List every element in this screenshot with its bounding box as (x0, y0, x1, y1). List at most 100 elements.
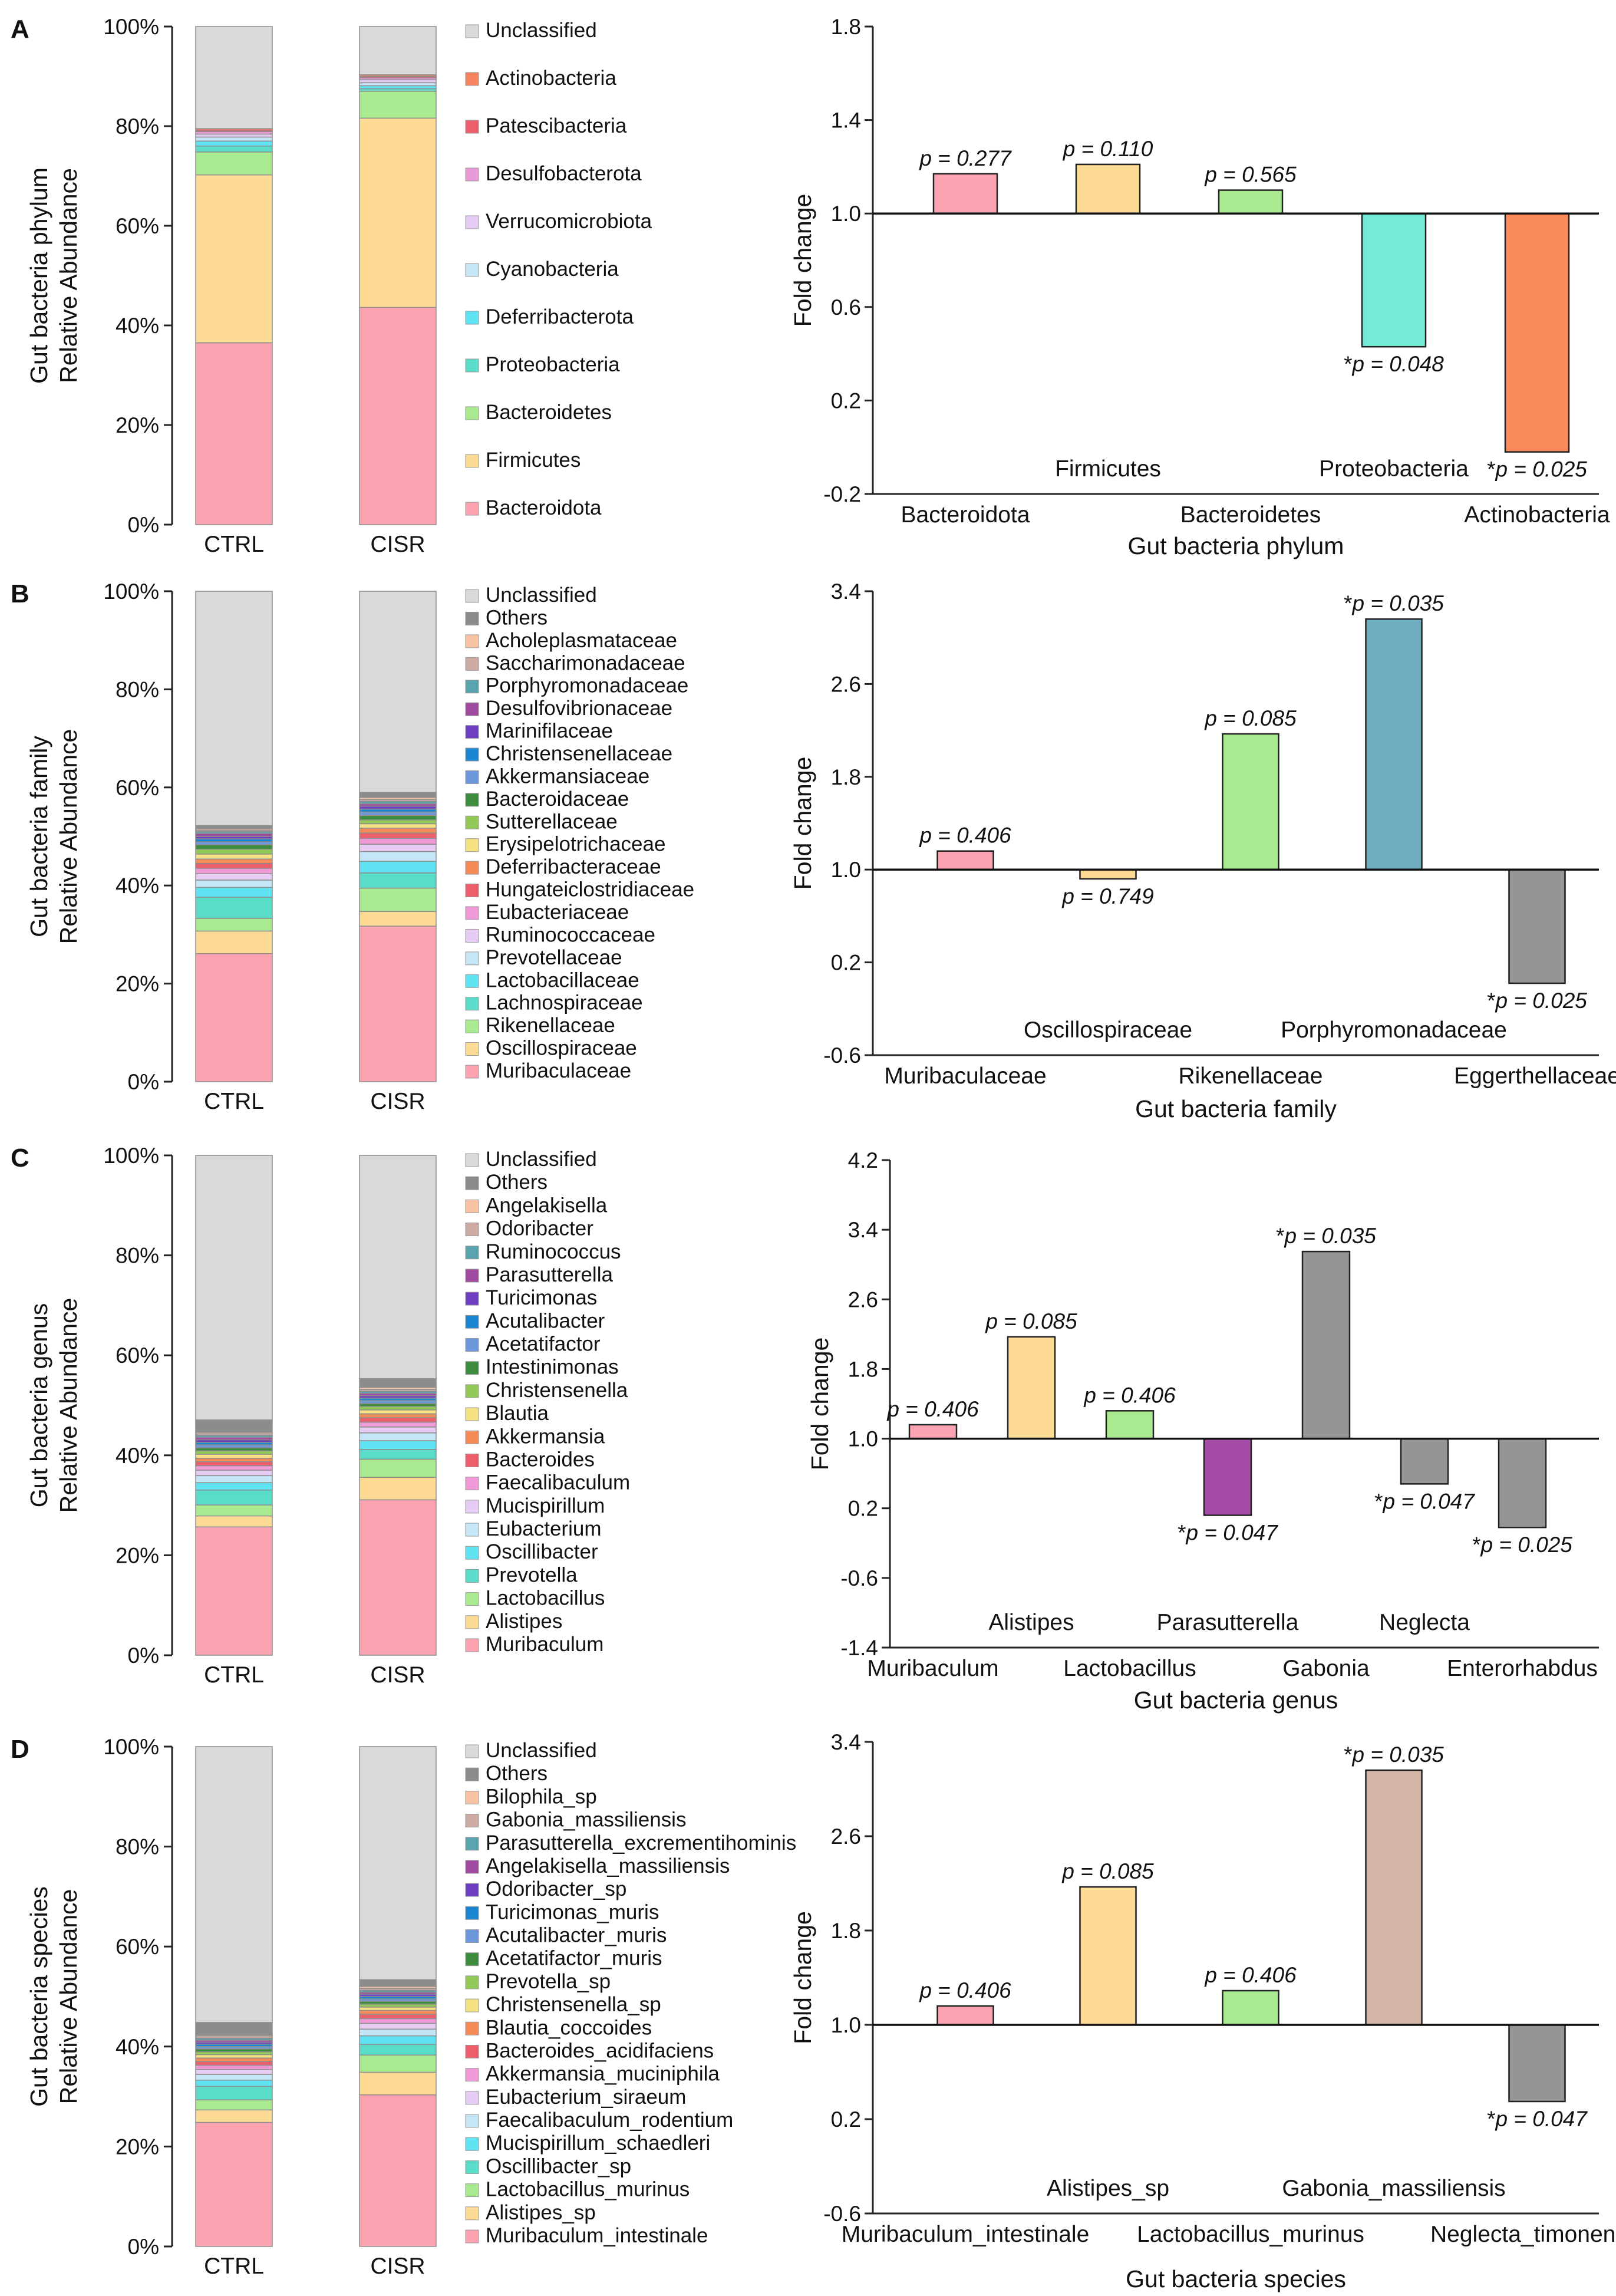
category-label: Rikenellaceae (1179, 1063, 1323, 1089)
legend-swatch (465, 1292, 479, 1306)
legend-label: Muribaculum_intestinale (486, 2224, 708, 2247)
legend-swatch (465, 815, 479, 829)
fold-bar: Gabonia *p = 0.035 (1276, 1224, 1376, 1681)
stack-segment (359, 851, 437, 862)
legend-swatch (465, 1223, 479, 1237)
stack-segment (195, 146, 273, 153)
legend-swatch (465, 1407, 479, 1421)
legend-item: Bilophila_sp (465, 1785, 597, 1808)
legend-label: Prevotella (486, 1563, 578, 1586)
legend-label: Bacteroidota (486, 496, 602, 519)
legend-item: Others (465, 1762, 548, 1785)
stack-segment (195, 2064, 273, 2070)
y-tick-label: 60% (116, 1343, 159, 1368)
y-tick-label: 2.6 (831, 1824, 861, 1849)
y-tick-label: 3.4 (831, 579, 861, 604)
fold-bar: Neglecta *p = 0.047 (1374, 1438, 1475, 1635)
legend-item: Desulfobacterota (465, 162, 642, 185)
p-value-label: p = 0.406 (919, 823, 1011, 848)
stack-segment (359, 823, 437, 829)
legend-label: Saccharimonadaceae (486, 651, 685, 674)
y-tick-label: 1.8 (831, 765, 861, 789)
legend-item: Parasutterella (465, 1263, 613, 1286)
legend-label: Parasutterella_excrementihominis (486, 1831, 796, 1854)
legend-label: Mucispirillum (486, 1494, 605, 1517)
p-value-label: p = 0.110 (1063, 137, 1153, 161)
legend-item: Proteobacteria (465, 353, 620, 376)
y-tick-label: 1.0 (831, 2013, 861, 2037)
legend-label: Blautia_coccoides (486, 2016, 652, 2039)
legend-item: Bacteroidaceae (465, 788, 629, 811)
stack-segment (195, 844, 273, 850)
p-value-label: *p = 0.035 (1276, 1224, 1376, 1248)
stack-segment (195, 2061, 273, 2066)
legend-label: Patescibacteria (486, 114, 627, 137)
legend-label: Unclassified (486, 1739, 597, 1762)
y-axis-label: Fold change (789, 757, 816, 890)
legend-label: Angelakisella_massiliensis (486, 1854, 730, 1877)
y-tick-label: 3.4 (848, 1218, 878, 1242)
legend-swatch (465, 2021, 479, 2035)
legend-item: Sutterellaceae (465, 810, 618, 833)
legend-swatch (465, 747, 479, 762)
legend-label: Blautia (486, 1402, 549, 1425)
legend-item: Unclassified (465, 584, 597, 607)
legend-item: Acholeplasmataceae (465, 629, 677, 652)
y-tick-label: 40% (116, 2035, 159, 2059)
legend-item: Unclassified (465, 1739, 597, 1762)
stack-segment (359, 2022, 437, 2030)
stack-segment (195, 1155, 273, 1421)
p-value-label: *p = 0.035 (1344, 1742, 1444, 1767)
legend-label: Eubacterium_siraeum (486, 2086, 686, 2109)
legend-label: Lactobacillus (486, 1587, 605, 1610)
legend-item: Faecalibaculum_rodentium (465, 2109, 733, 2132)
stack-segment (195, 1482, 273, 1491)
fold-bar: Muribaculaceae p = 0.406 (884, 823, 1046, 1089)
p-value-text: p = 0.035 (1352, 1742, 1444, 1767)
group-label: CTRL (204, 532, 264, 557)
y-tick-label: 80% (116, 114, 159, 139)
p-value-text: p = 0.406 (919, 1978, 1011, 2002)
significance-star: * (1344, 591, 1352, 615)
stack-segment (195, 1504, 273, 1517)
stack-segment (359, 861, 437, 874)
stack-segment (195, 1465, 273, 1471)
legend-label: Oscillibacter (486, 1540, 598, 1563)
legend-label: Akkermansiaceae (486, 765, 649, 788)
group-label: CTRL (204, 2254, 264, 2279)
stack-segment (195, 1746, 273, 2023)
significance-star: * (1178, 1521, 1186, 1545)
x-axis-label: Gut bacteria phylum (1128, 532, 1344, 559)
y-axis-label-line: Relative Abundance (55, 1889, 82, 2104)
stack-segment (195, 1450, 273, 1455)
stack-segment (359, 2044, 437, 2056)
legend-item: Blautia (465, 1402, 549, 1425)
legend-swatch (465, 951, 479, 966)
p-value-text: p = 0.406 (1204, 1963, 1297, 1987)
fold-bar: Gabonia_massiliensis*p = 0.035 (1282, 1742, 1505, 2201)
legend: UnclassifiedOthersAngelakisellaOdoribact… (465, 1148, 630, 1656)
legend-label: Christensenella (486, 1379, 628, 1402)
y-axis-label: Gut bacteria phylumRelative Abundance (25, 167, 82, 384)
legend-item: Faecalibaculum (465, 1471, 630, 1494)
y-tick-label: 60% (116, 214, 159, 238)
stack-segment (195, 897, 273, 919)
stack-segment (359, 1427, 437, 1434)
fold-bar: Enterorhabdus *p = 0.025 (1447, 1438, 1598, 1681)
fold-bar: Actinobacteria *p = 0.025 (1464, 212, 1610, 528)
stack-segment (195, 2057, 273, 2062)
y-tick-label: 2.6 (848, 1287, 878, 1312)
legend-label: Erysipelotrichaceae (486, 833, 665, 856)
category-label: Parasutterella (1157, 1610, 1299, 1635)
stack-segment (195, 2122, 273, 2247)
legend-label: Mucispirillum_schaedleri (486, 2132, 710, 2155)
legend-label: Akkermansia (486, 1425, 605, 1448)
y-tick-label: -0.6 (840, 1566, 878, 1590)
fold-bar: Proteobacteria *p = 0.048 (1319, 212, 1469, 482)
fold-bar-rect (1361, 212, 1427, 348)
stack-segment (195, 2080, 273, 2087)
stack-segment (195, 1454, 273, 1459)
legend-item: Muribaculum_intestinale (465, 2224, 708, 2247)
stack-segment (195, 887, 273, 898)
